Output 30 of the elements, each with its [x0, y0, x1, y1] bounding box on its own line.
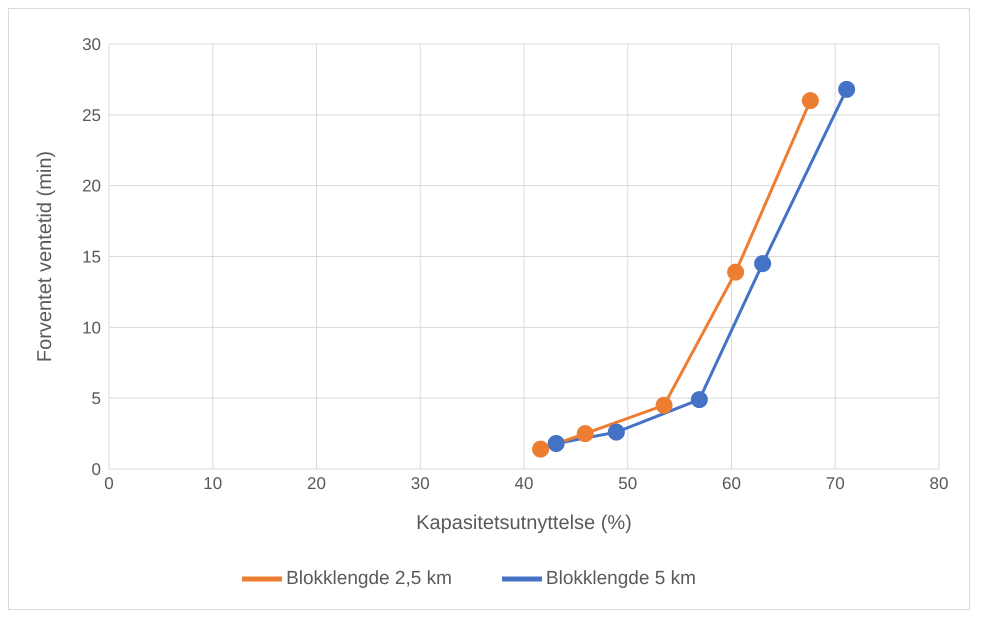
- x-tick-label: 0: [104, 474, 114, 494]
- y-axis-title: Forventet ventetid (min): [34, 150, 56, 362]
- legend-label: Blokklengde 5 km: [546, 568, 696, 590]
- point: [608, 424, 625, 441]
- point: [838, 80, 856, 98]
- y-tick-label: 20: [82, 176, 101, 196]
- legend-label: Blokklengde 2,5 km: [286, 568, 452, 590]
- point: [576, 425, 594, 442]
- point: [548, 435, 565, 452]
- x-tick-label: 30: [410, 474, 430, 494]
- y-tick-label: 15: [82, 248, 101, 267]
- x-tick-label: 50: [618, 474, 638, 494]
- point: [656, 396, 673, 414]
- point: [802, 92, 819, 110]
- x-tick-label: 10: [203, 474, 222, 494]
- point: [690, 391, 708, 408]
- x-axis-title: Kapasitetsutnyttelse (%): [416, 512, 632, 534]
- x-tick-label: 80: [930, 474, 948, 494]
- y-tick-label: 30: [82, 35, 101, 54]
- x-tick-label: 20: [307, 474, 326, 494]
- y-tick-label: 0: [92, 460, 101, 480]
- x-tick-label: 70: [826, 474, 845, 494]
- x-tick-label: 60: [722, 474, 741, 494]
- y-tick-label: 5: [92, 389, 101, 408]
- point: [727, 264, 744, 281]
- point: [754, 255, 772, 272]
- y-tick-label: 10: [82, 318, 101, 338]
- y-tick-label: 25: [82, 106, 101, 125]
- point: [532, 440, 550, 458]
- x-tick-label: 40: [514, 474, 534, 494]
